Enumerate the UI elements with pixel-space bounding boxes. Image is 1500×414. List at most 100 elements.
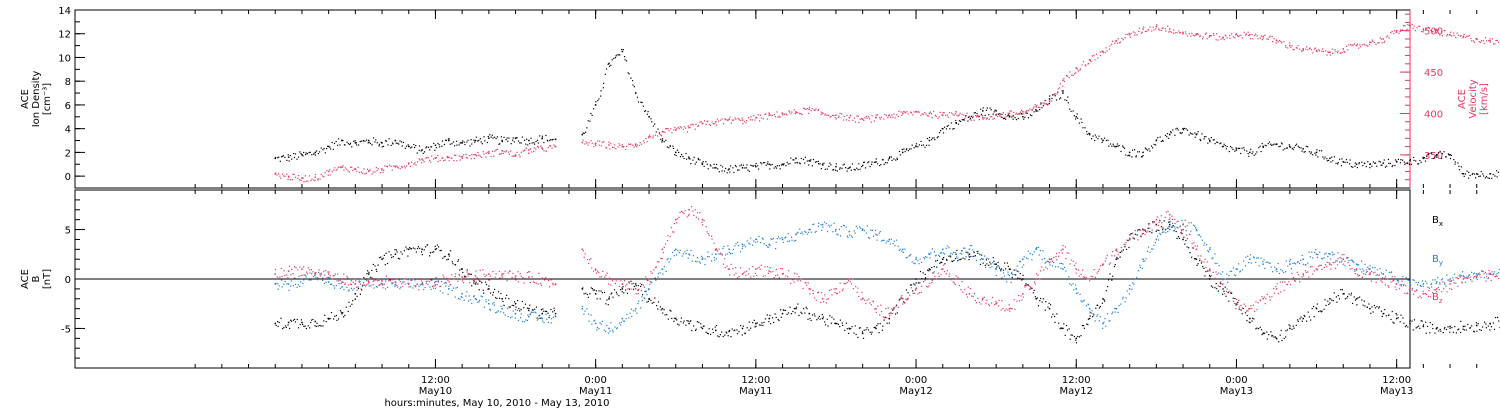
top-sample: [443, 160, 444, 161]
top-sample: [1343, 161, 1344, 162]
top-sample: [1353, 44, 1354, 45]
bottom-sample: [984, 255, 985, 256]
bottom-sample: [457, 287, 458, 288]
top-sample: [1198, 131, 1199, 132]
bottom-sample: [1174, 226, 1175, 227]
bottom-sample: [276, 283, 277, 284]
top-sample: [1413, 160, 1414, 161]
top-sample: [1155, 28, 1156, 29]
top-sample: [970, 118, 971, 119]
top-point: [835, 114, 837, 116]
bottom-sample: [1036, 247, 1037, 248]
bottom-sample: [744, 271, 745, 272]
top-sample: [1240, 35, 1241, 36]
top-sample: [1021, 113, 1022, 114]
top-sample: [818, 163, 819, 164]
bottom-point: [1276, 288, 1278, 290]
top-sample: [650, 136, 651, 137]
bottom-sample: [592, 288, 593, 289]
top-sample: [659, 133, 660, 134]
bottom-sample: [767, 314, 768, 315]
bottom-sample: [1124, 246, 1125, 247]
top-sample: [1342, 52, 1343, 53]
bottom-sample: [418, 286, 419, 287]
top-sample: [988, 114, 989, 115]
bottom-sample: [462, 272, 463, 273]
bottom-point: [1142, 258, 1144, 260]
bottom-sample: [1282, 270, 1283, 271]
top-sample: [358, 167, 359, 168]
top-sample: [329, 169, 330, 170]
top-sample: [1064, 99, 1065, 100]
bottom-sample: [884, 240, 885, 241]
bottom-sample: [281, 276, 282, 277]
top-sample: [1142, 156, 1143, 157]
top-sample: [936, 116, 937, 117]
top-sample: [1208, 36, 1209, 37]
bottom-sample: [1342, 289, 1343, 290]
top-sample: [1097, 57, 1098, 58]
legend-entry-bz: Bz: [1432, 292, 1443, 305]
bottom-sample: [1097, 273, 1098, 274]
top-sample: [1430, 30, 1431, 31]
top-sample: [788, 110, 789, 111]
bottom-sample: [406, 248, 407, 249]
bottom-sample: [1285, 330, 1286, 331]
top-sample: [695, 163, 696, 164]
top-sample: [586, 127, 587, 128]
bottom-sample: [1023, 297, 1024, 298]
top-sample: [1178, 129, 1179, 130]
bottom-sample: [667, 259, 668, 260]
top-sample: [1276, 39, 1277, 40]
bottom-sample: [1381, 311, 1382, 312]
top-sample: [648, 137, 649, 138]
top-sample: [1018, 118, 1019, 119]
bottom-sample: [1079, 294, 1080, 295]
top-sample: [425, 157, 426, 158]
bottom-sample: [1147, 230, 1148, 231]
bottom-sample: [1212, 287, 1213, 288]
top-sample: [972, 117, 973, 118]
bottom-sample: [336, 320, 337, 321]
top-sample: [1421, 31, 1422, 32]
bottom-sample: [668, 319, 669, 320]
bottom-sample: [803, 308, 804, 309]
top-point: [1182, 32, 1184, 34]
top-sample: [492, 151, 493, 152]
top-sample: [841, 113, 842, 114]
top-sample: [1191, 33, 1192, 34]
top-sample: [417, 152, 418, 153]
bottom-point: [1116, 258, 1118, 260]
top-sample: [483, 154, 484, 155]
top-sample: [613, 58, 614, 59]
bottom-sample: [1053, 262, 1054, 263]
bottom-sample: [636, 293, 637, 294]
bottom-sample: [1434, 333, 1435, 334]
bottom-sample: [733, 249, 734, 250]
bottom-sample: [1470, 327, 1471, 328]
top-sample: [714, 167, 715, 168]
top-sample: [615, 55, 616, 56]
bottom-sample: [1260, 327, 1261, 328]
bottom-sample: [803, 288, 804, 289]
bottom-sample: [914, 293, 915, 294]
top-sample: [278, 173, 279, 174]
bottom-sample: [531, 312, 532, 313]
bottom-sample: [735, 243, 736, 244]
top-sample: [360, 141, 361, 142]
top-sample: [313, 153, 314, 154]
bottom-sample: [1359, 297, 1360, 298]
top-sample: [602, 142, 603, 143]
bottom-sample: [391, 282, 392, 283]
bottom-sample: [1447, 326, 1448, 327]
top-sample: [288, 177, 289, 178]
bottom-sample: [1158, 222, 1159, 223]
bottom-sample: [1456, 332, 1457, 333]
bottom-point: [702, 328, 704, 330]
top-sample: [937, 137, 938, 138]
bottom-sample: [646, 291, 647, 292]
top-sample: [1025, 111, 1026, 112]
top-sample: [708, 168, 709, 169]
bottom-sample: [382, 284, 383, 285]
top-point: [1302, 148, 1304, 150]
